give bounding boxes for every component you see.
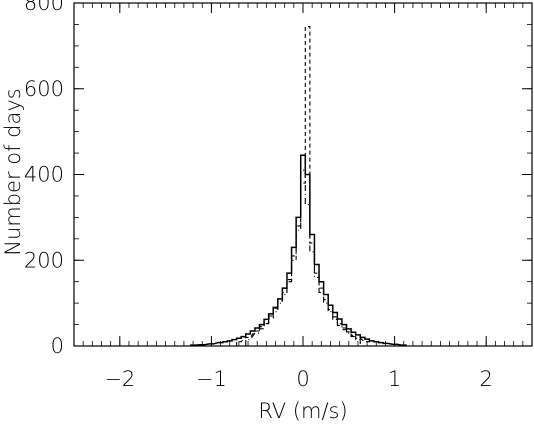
x-tick-label: −1 [196,367,227,391]
x-tick-label: 2 [480,367,493,391]
histogram-series-solid [190,154,407,346]
histogram-series-dash-dot [245,169,361,346]
x-tick-label: 0 [296,367,309,391]
histogram-series [190,26,407,346]
plot-frame [73,2,533,347]
x-axis-label: RV (m/s) [258,399,347,423]
y-tick-label: 0 [51,334,64,358]
x-tick-label: 1 [388,367,401,391]
axis-ticks [73,2,533,347]
y-tick-label: 400 [24,163,64,187]
y-tick-label: 200 [24,248,64,272]
tick-labels: −2 −1 0 1 2 0 200 400 600 800 [24,0,493,391]
y-axis-label: Number of days [1,88,25,256]
y-tick-label: 800 [24,0,64,15]
histogram-series-dashed [236,26,370,346]
x-tick-label: −2 [104,367,135,391]
y-tick-label: 600 [24,77,64,101]
